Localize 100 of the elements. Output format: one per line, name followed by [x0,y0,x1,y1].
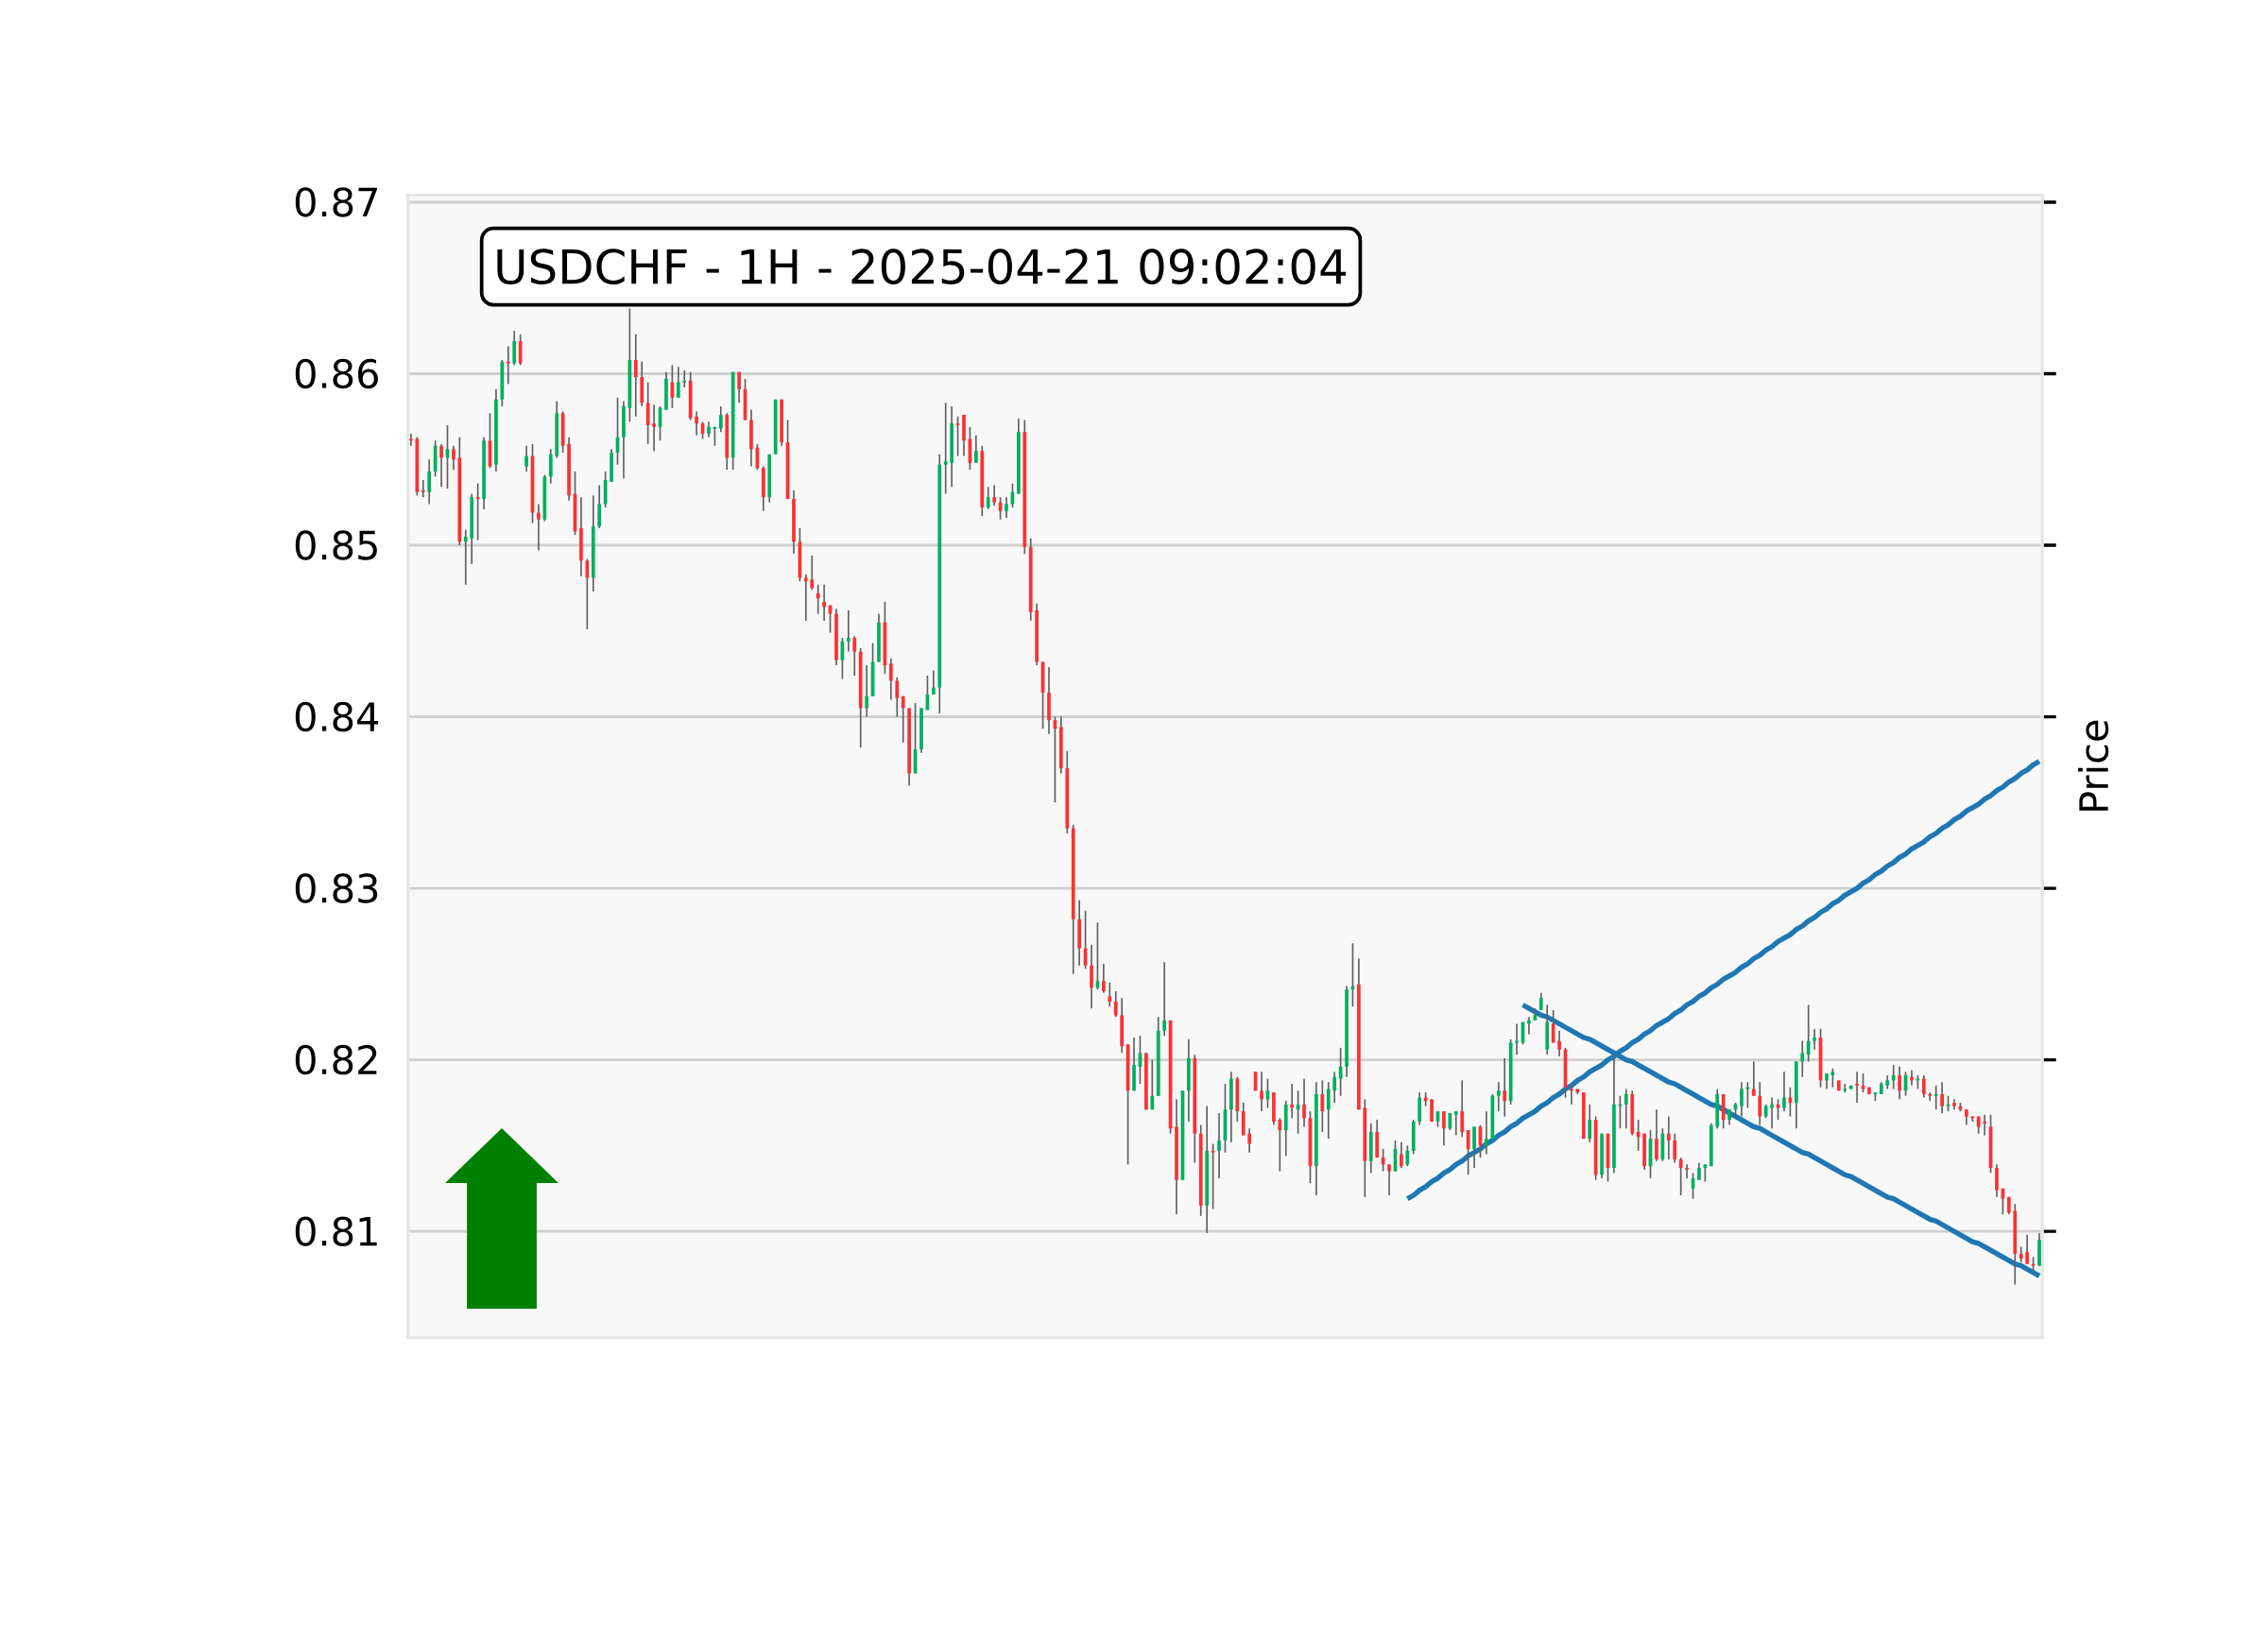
candlestick [865,664,868,718]
candlestick [1557,1029,1561,1057]
candlestick [537,503,541,552]
candlestick [901,695,905,744]
candlestick [1460,1079,1465,1139]
candlestick [810,555,815,592]
candlestick [427,458,432,506]
candlestick [1940,1081,1944,1114]
candlestick [1618,1094,1623,1130]
candlestick [506,345,510,386]
candlestick [1442,1110,1446,1147]
candlestick [645,381,650,445]
candlestick [888,658,893,701]
candlestick [1150,1058,1155,1111]
candlestick [1005,496,1008,519]
candlestick [1855,1071,1859,1104]
y-tick-label: 0.85 [295,530,377,560]
candlestick [943,402,948,495]
candlestick [1758,1081,1762,1126]
candlestick [1320,1079,1325,1133]
candlestick [1928,1091,1933,1103]
candlestick [1538,991,1543,1011]
candlestick [524,444,528,472]
candlestick [585,558,590,630]
candlestick [463,528,468,586]
candlestick [1090,944,1093,1009]
candlestick [452,444,455,471]
candlestick [1496,1081,1501,1112]
candlestick [1995,1163,1999,1198]
y-tick-label: 0.81 [295,1216,377,1246]
candlestick [718,405,723,434]
candlestick [421,479,425,499]
candlestick [1472,1125,1476,1169]
candlestick [1332,1071,1337,1104]
candlestick [1898,1066,1901,1101]
candlestick [1813,1028,1816,1051]
candlestick [1843,1083,1847,1093]
candlestick [1740,1081,1744,1118]
candlestick [1162,961,1167,1038]
candlestick [475,482,480,541]
candlestick [1806,1004,1811,1063]
candlestick [1636,1119,1641,1152]
candlestick [931,669,936,695]
candlestick [695,410,698,437]
candlestick [2025,1233,2030,1265]
candlestick [1453,1110,1458,1137]
candlestick [1102,963,1106,994]
candlestick [1400,1141,1403,1169]
text: USDCHF - 1H - 2025-04-21 09:02:04 [497,249,1347,284]
candlestick [737,370,741,404]
candlestick [652,403,656,453]
candlestick [1108,982,1112,1008]
candlestick [1655,1108,1658,1162]
candlestick [1983,1113,1986,1137]
candlestick [846,609,850,653]
candlestick [1588,1103,1592,1143]
candlestick [1405,1144,1410,1167]
candlestick [1260,1071,1263,1112]
candlestick [852,635,857,677]
candlestick [1278,1117,1282,1173]
candlestick [512,330,517,367]
candlestick [439,443,443,489]
y-axis-title: Price [2078,720,2109,811]
candlestick [1570,1085,1573,1106]
candlestick [1217,1112,1221,1179]
candlestick [597,484,602,529]
candlestick [1800,1039,1805,1078]
candlestick [1113,990,1118,1019]
candlestick [1326,1081,1331,1140]
candlestick [1466,1129,1470,1176]
candlestick [895,676,900,718]
candlestick [682,369,687,388]
candlestick [518,333,523,367]
candlestick [1485,1110,1488,1156]
candlestick [1697,1161,1701,1181]
y-tick-label: 0.82 [295,1044,377,1075]
candlestick [822,583,826,622]
candlestick [548,448,553,485]
candlestick [1302,1077,1306,1128]
candlestick [1503,1056,1507,1118]
candlestick [409,433,413,447]
candlestick [633,333,638,418]
y-tick-label: 0.83 [295,873,378,903]
candlestick [1685,1163,1689,1179]
candlestick [1666,1115,1671,1160]
candlestick [1921,1074,1926,1099]
candlestick [1551,1009,1555,1044]
candlestick [676,366,680,399]
candlestick [1673,1132,1677,1164]
candlestick [1387,1163,1391,1196]
candlestick [1891,1064,1896,1090]
candlestick [1678,1157,1683,1196]
candlestick [1751,1060,1756,1097]
y-tick-label: 0.86 [295,358,378,389]
candlestick [1933,1085,1938,1111]
candlestick [973,435,978,464]
candlestick [986,486,990,510]
candlestick [1624,1088,1628,1130]
y-tick-label: 0.87 [295,187,377,217]
candlestick [1247,1127,1252,1154]
